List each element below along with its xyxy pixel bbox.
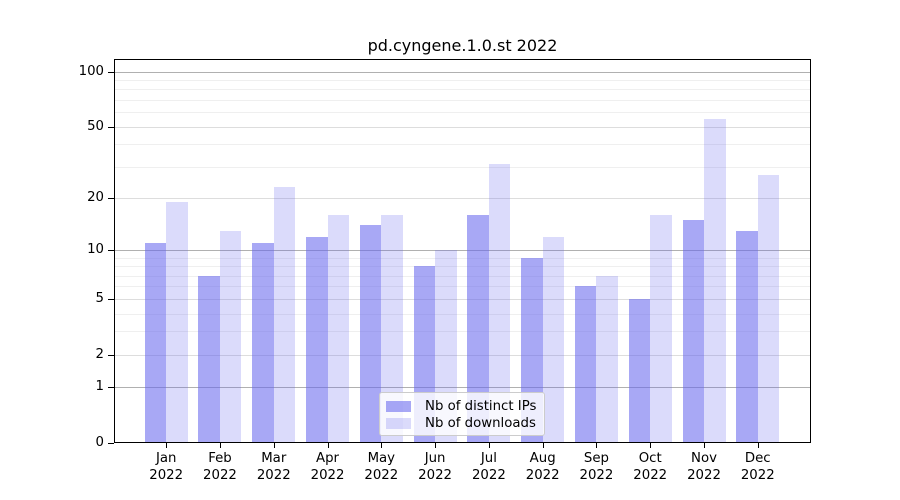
- gridline-8: [114, 266, 811, 268]
- legend: Nb of distinct IPs Nb of downloads: [379, 392, 545, 436]
- x-tick-label-jun: Jun 2022: [418, 451, 453, 483]
- x-tick-may: [381, 443, 383, 448]
- y-tick-label-50: 50: [87, 118, 104, 134]
- legend-swatch-downloads: [386, 417, 411, 429]
- bar-downloads-may: [381, 215, 403, 443]
- gridline-10: [114, 250, 811, 252]
- bar-distinct-ips-feb: [198, 275, 220, 443]
- y-tick-label-1: 1: [95, 379, 104, 395]
- bar-downloads-aug: [542, 236, 565, 443]
- x-tick-label-apr: Apr 2022: [310, 451, 345, 483]
- x-tick-nov: [704, 443, 705, 448]
- bar-distinct-ips-jan: [144, 243, 167, 443]
- x-tick-label-aug: Aug 2022: [525, 451, 560, 483]
- bar-distinct-ips-apr: [306, 236, 328, 443]
- y-tick-0: [108, 443, 114, 444]
- y-tick-5: [108, 298, 114, 300]
- x-tick-label-feb: Feb 2022: [203, 451, 237, 483]
- gridline-1: [114, 387, 811, 389]
- y-tick-20: [108, 198, 114, 200]
- legend-label-downloads: Nb of downloads: [425, 415, 536, 431]
- bar-downloads-apr: [327, 215, 350, 443]
- x-tick-label-jul: Jul 2022: [471, 451, 506, 483]
- legend-item-distinct-ips: Nb of distinct IPs: [386, 398, 536, 414]
- gridline-4: [114, 313, 811, 315]
- y-tick-1: [108, 387, 114, 389]
- gridline-30: [114, 166, 811, 168]
- x-tick-oct: [650, 443, 652, 448]
- bar-downloads-jul: [488, 164, 511, 443]
- x-tick-sep: [596, 443, 598, 448]
- x-tick-label-mar: Mar 2022: [256, 451, 291, 483]
- gridline-20: [114, 198, 811, 200]
- x-tick-label-jan: Jan 2022: [149, 451, 184, 483]
- plot-frame: [114, 59, 811, 443]
- y-tick-label-5: 5: [95, 290, 104, 306]
- legend-swatch-distinct-ips: [386, 400, 411, 412]
- gridline-80: [114, 89, 811, 91]
- y-tick-label-2: 2: [95, 346, 104, 362]
- gridline-70: [114, 100, 811, 102]
- gridline-60: [114, 112, 811, 114]
- y-tick-10: [108, 250, 114, 252]
- y-tick-100: [108, 71, 114, 73]
- bar-downloads-sep: [596, 275, 618, 443]
- gridline-9: [114, 257, 811, 259]
- gridline-40: [114, 144, 811, 146]
- x-tick-jun: [435, 443, 437, 448]
- gridline-7: [114, 275, 811, 277]
- y-tick-label-0: 0: [95, 435, 104, 450]
- y-tick-50: [108, 126, 114, 128]
- bar-downloads-feb: [219, 230, 242, 443]
- bar-distinct-ips-may: [359, 225, 382, 443]
- bar-distinct-ips-mar: [252, 243, 274, 443]
- bar-downloads-mar: [273, 187, 296, 443]
- bar-downloads-nov: [704, 119, 726, 443]
- bar-distinct-ips-oct: [628, 298, 651, 443]
- gridline-2: [114, 354, 811, 356]
- bar-distinct-ips-dec: [736, 230, 758, 443]
- gridline-90: [114, 80, 811, 82]
- y-tick-label-10: 10: [87, 242, 104, 258]
- x-tick-label-nov: Nov 2022: [687, 451, 721, 483]
- bar-downloads-oct: [650, 215, 672, 443]
- x-tick-jan: [166, 443, 168, 448]
- bar-downloads-jan: [166, 201, 188, 443]
- x-tick-dec: [757, 443, 759, 448]
- x-tick-jul: [488, 443, 490, 448]
- bar-distinct-ips-nov: [682, 219, 704, 443]
- x-tick-label-dec: Dec 2022: [740, 451, 775, 483]
- x-tick-label-may: May 2022: [364, 451, 399, 483]
- x-tick-feb: [219, 443, 221, 448]
- y-tick-label-20: 20: [87, 190, 104, 206]
- y-tick-label-100: 100: [78, 63, 104, 79]
- gridline-100: [114, 71, 811, 73]
- bar-distinct-ips-sep: [574, 286, 597, 443]
- x-tick-apr: [327, 443, 329, 448]
- legend-label-distinct-ips: Nb of distinct IPs: [425, 398, 537, 414]
- legend-item-downloads: Nb of downloads: [386, 415, 536, 431]
- y-tick-2: [108, 354, 114, 356]
- bar-downloads-dec: [757, 174, 780, 443]
- gridline-6: [114, 286, 811, 288]
- gridline-5: [114, 298, 811, 300]
- x-tick-mar: [273, 443, 275, 448]
- bar-distinct-ips-jul: [467, 215, 489, 443]
- gridline-3: [114, 331, 811, 333]
- gridline-50: [114, 126, 811, 128]
- x-tick-label-oct: Oct 2022: [633, 451, 668, 483]
- x-tick-aug: [542, 443, 544, 448]
- chart-title: pd.cyngene.1.0.st 2022: [367, 36, 558, 55]
- x-tick-label-sep: Sep 2022: [579, 451, 614, 483]
